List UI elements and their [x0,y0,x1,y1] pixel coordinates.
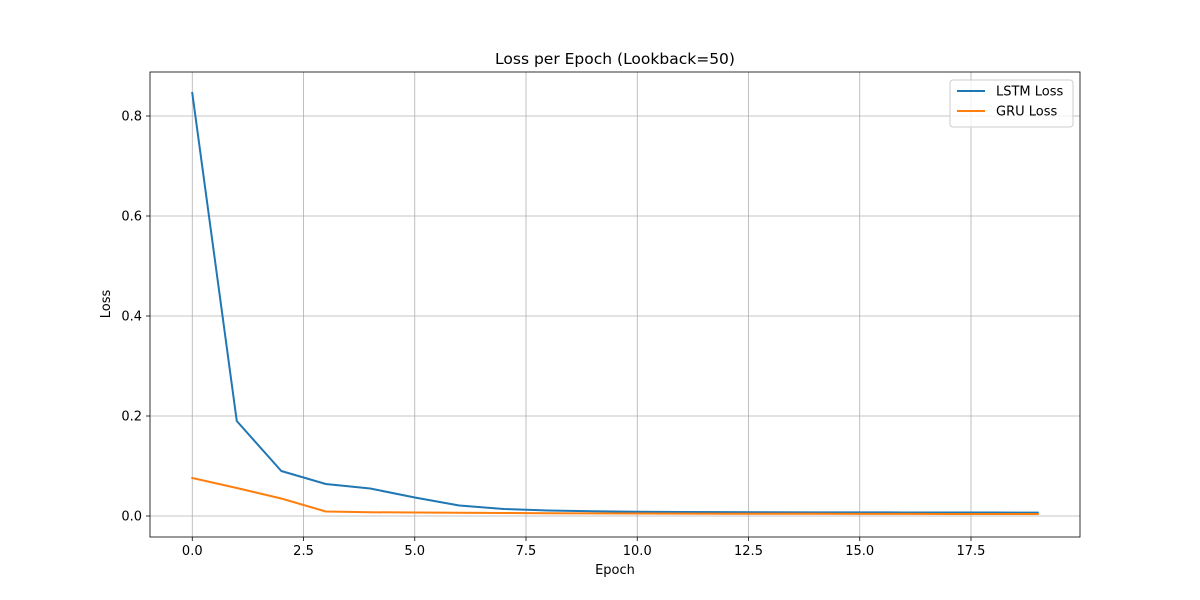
y-tick-label: 0.6 [121,210,142,225]
x-tick-label: 0.0 [182,544,203,559]
plot-frame [149,71,1081,538]
legend: LSTM Loss GRU Loss [949,79,1074,128]
y-axis-label: Loss [99,290,114,319]
legend-label-lstm-loss: LSTM Loss [996,85,1064,100]
plot-area [150,72,1080,537]
y-tick-label: 0.8 [121,110,142,125]
x-tick-label: 15.0 [845,544,874,559]
x-tick-label: 10.0 [623,544,652,559]
x-tick-label: 12.5 [734,544,763,559]
series-line-lstm-loss [191,91,1039,514]
series-line-gru-loss [191,476,1039,515]
x-axis-label: Epoch [595,563,635,578]
chart-title: Loss per Epoch (Lookback=50) [495,50,735,68]
y-tick-label: 0.4 [121,310,142,325]
x-tick-label: 5.0 [404,544,425,559]
x-tick-label: 17.5 [957,544,986,559]
y-tick-label: 0.0 [121,510,142,525]
x-tick-label: 7.5 [516,544,537,559]
grid [150,72,1080,537]
y-tick-label: 0.2 [121,410,142,425]
axis-ticks: 0.0 2.5 5.0 7.5 10.0 12.5 15.0 17.5 0.0 0.2 0.4 0.6… [121,110,985,560]
x-tick-label: 2.5 [293,544,314,559]
series-lines [191,91,1039,515]
legend-label-gru-loss: GRU Loss [996,105,1057,120]
